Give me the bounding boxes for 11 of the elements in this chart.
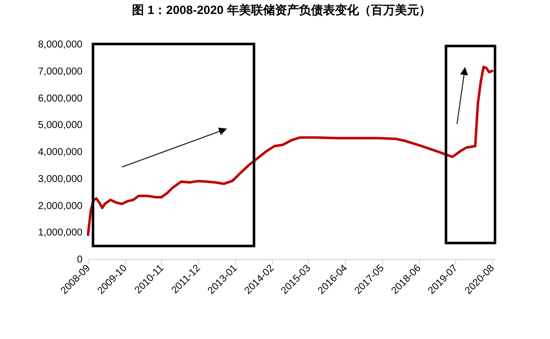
chart-title: 图 1：2008-2020 年美联储资产负债表变化（百万美元） (132, 3, 431, 17)
y-tick-label: 8,000,000 (38, 40, 83, 50)
y-tick-label: 3,000,000 (38, 174, 83, 185)
y-tick-label: 2,000,000 (38, 200, 83, 212)
y-tick-label: 5,000,000 (38, 120, 83, 132)
y-tick-label: 4,000,000 (38, 147, 83, 158)
y-tick-label: 1,000,000 (38, 228, 83, 239)
y-tick-label: 7,000,000 (38, 66, 83, 78)
line-series (86, 66, 494, 236)
y-tick-label: 6,000,000 (38, 93, 83, 104)
y-tick-label: 0 (76, 254, 83, 266)
